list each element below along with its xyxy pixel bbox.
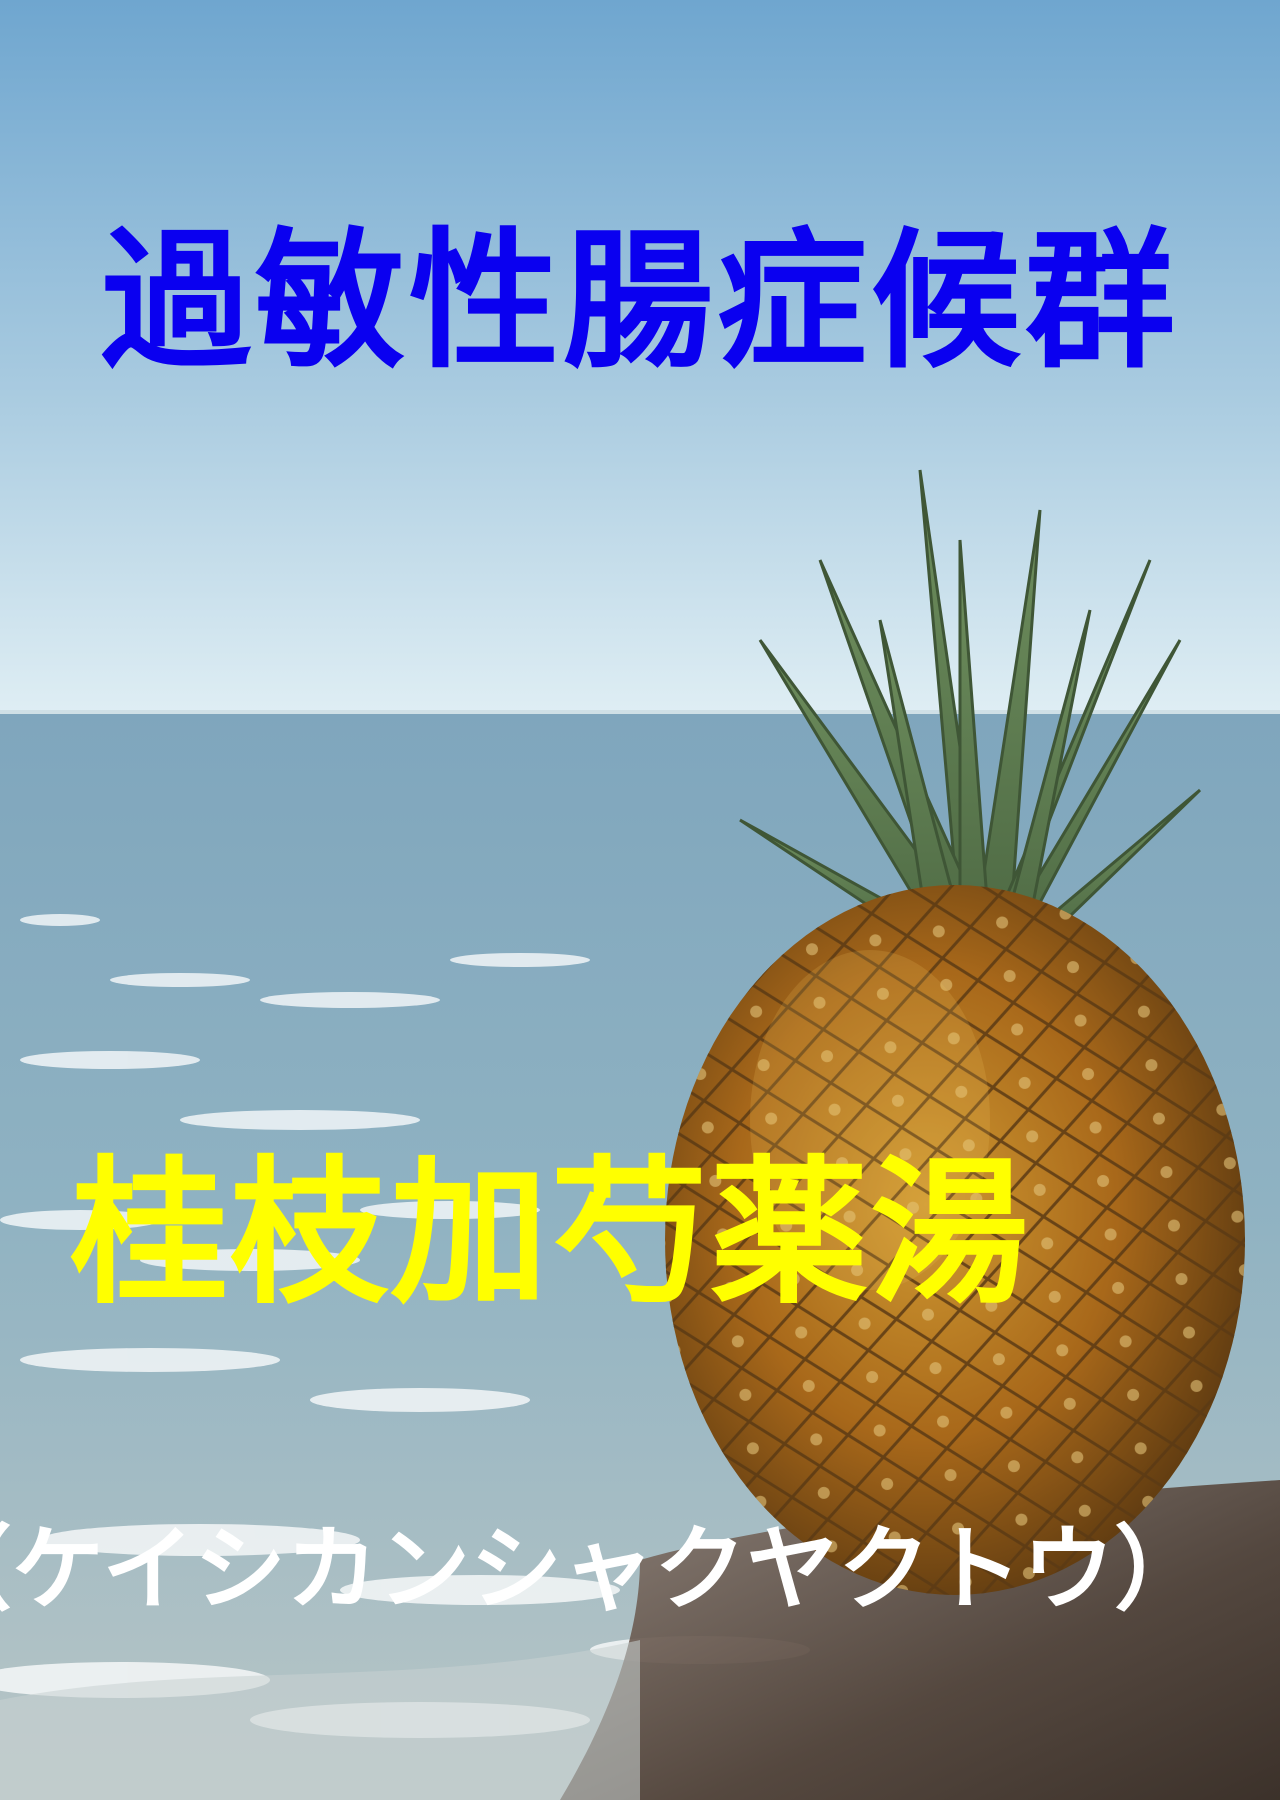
remedy-reading: （ケイシカンシャクヤクトウ）	[0, 1516, 1207, 1623]
page-title: 過敏性腸症候群	[100, 215, 1179, 389]
remedy-name: 桂枝加芍薬湯	[70, 1142, 1030, 1326]
